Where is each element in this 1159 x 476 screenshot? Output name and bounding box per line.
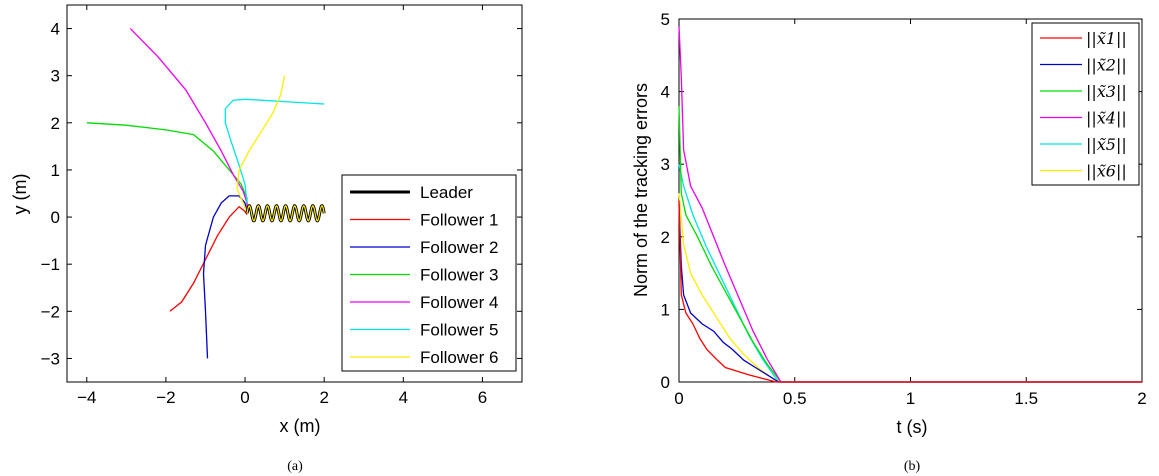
- chart-a-xtick-label: 6: [478, 388, 487, 407]
- chart-a-leader-follower-overlay: [246, 205, 325, 222]
- chart-b-xtick-label: 1: [906, 389, 915, 408]
- chart-b-legend: ||x̃1|| ||x̃2|| ||x̃3|| ||x̃4|| ||x̃5|| ||x̃6…: [1031, 22, 1140, 186]
- chart-a-ytick-label: −3: [41, 349, 60, 368]
- chart-b-series-line: [678, 200, 1142, 383]
- chart-b-xtick-label: 1.5: [1014, 389, 1038, 408]
- chart-a-ytick-label: −1: [41, 255, 60, 274]
- chart-a-series-line: [202, 195, 248, 359]
- chart-b-xlabel: t (s): [897, 417, 928, 437]
- chart-b-ylabel: Norm of the tracking errors: [631, 83, 651, 297]
- chart-a-ytick-label: −2: [41, 302, 60, 321]
- chart-a-caption: (a): [287, 459, 303, 474]
- chart-b-series-line: [678, 26, 1142, 383]
- chart-a-legend-label: Follower 2: [420, 238, 498, 257]
- chart-b-ticks: 0 0.5 1 1.5 2 0 1 2 3 4 5: [661, 10, 1147, 408]
- chart-b-legend-label: ||x̃2||: [1086, 56, 1127, 75]
- chart-a-ytick-label: 0: [51, 208, 60, 227]
- chart-b-legend-label: ||x̃3||: [1086, 82, 1127, 101]
- chart-a-xtick-label: −2: [156, 388, 175, 407]
- chart-b-ytick-label: 3: [661, 155, 670, 174]
- chart-b-ytick-label: 0: [661, 373, 670, 392]
- chart-a-xtick-label: −4: [77, 388, 96, 407]
- chart-a-series-line: [129, 28, 248, 210]
- chart-b-xtick-label: 0.5: [783, 389, 807, 408]
- chart-a-series-line: [169, 205, 248, 312]
- chart-a-legend: Leader Follower 1 Follower 2 Follower 3 Foll…: [341, 174, 517, 372]
- chart-a-legend-label: Follower 5: [420, 321, 498, 340]
- chart-a-legend-label: Follower 1: [420, 211, 498, 230]
- chart-a-legend-label: Leader: [420, 183, 473, 202]
- chart-a-lines: [86, 28, 326, 359]
- chart-b-xtick-label: 0: [674, 389, 683, 408]
- chart-b-series-line: [678, 193, 1142, 383]
- chart-a-ytick-label: 2: [51, 114, 60, 133]
- chart-a-leader-line: [245, 204, 326, 223]
- chart-a-xtick-label: 4: [399, 388, 408, 407]
- chart-a-legend-label: Follower 4: [420, 293, 498, 312]
- chart-b: 0 0.5 1 1.5 2 0 1 2 3 4 5 t (s) Norm of the tracki…: [631, 10, 1147, 474]
- chart-b-ytick-label: 5: [661, 10, 670, 29]
- chart-b-ytick-label: 4: [661, 83, 670, 102]
- chart-a-legend-label: Follower 3: [420, 266, 498, 285]
- chart-b-lines: [678, 26, 1142, 383]
- chart-a-xlabel: x (m): [280, 416, 321, 436]
- chart-a-ytick-label: 3: [51, 67, 60, 86]
- chart-b-legend-items: ||x̃1|| ||x̃2|| ||x̃3|| ||x̃4|| ||x̃5|| ||x̃6…: [1040, 29, 1127, 181]
- chart-a-xtick-label: 2: [319, 388, 328, 407]
- chart-a-ylabel: y (m): [10, 174, 30, 215]
- chart-a-ytick-label: 1: [51, 161, 60, 180]
- chart-a-ticks: −4 −2 0 2 4 6 −3 −2 −1 0 1 2 3 4: [41, 5, 522, 407]
- chart-b-legend-label: ||x̃6||: [1086, 162, 1127, 181]
- chart-b-caption: (b): [904, 459, 921, 474]
- chart-b-legend-label: ||x̃5||: [1086, 135, 1127, 154]
- chart-b-series-line: [678, 106, 1142, 383]
- chart-a-series-line: [236, 75, 286, 213]
- chart-a-legend-box: [341, 174, 517, 372]
- chart-b-series-line: [678, 204, 1142, 383]
- chart-b-series-line: [678, 164, 1142, 383]
- chart-a-series-line: [224, 98, 325, 203]
- chart-b-xtick-label: 2: [1137, 389, 1146, 408]
- chart-a-ytick-label: 4: [51, 20, 60, 39]
- chart-a-series-line: [86, 122, 248, 210]
- chart-b-ytick-label: 1: [661, 300, 670, 319]
- chart-a-legend-label: Follower 6: [420, 348, 498, 367]
- chart-b-legend-label: ||x̃4||: [1086, 109, 1127, 128]
- chart-b-legend-label: ||x̃1||: [1086, 29, 1127, 48]
- chart-b-legend-box: [1031, 22, 1140, 186]
- chart-b-ytick-label: 2: [661, 228, 670, 247]
- chart-a-xtick-label: 0: [240, 388, 249, 407]
- chart-a-plot-area: [66, 4, 523, 383]
- chart-a: −4 −2 0 2 4 6 −3 −2 −1 0 1 2 3 4 x (m) y (m) (a) Lead…: [10, 4, 523, 474]
- chart-a-legend-items: Leader Follower 1 Follower 2 Follower 3 Foll…: [350, 183, 498, 367]
